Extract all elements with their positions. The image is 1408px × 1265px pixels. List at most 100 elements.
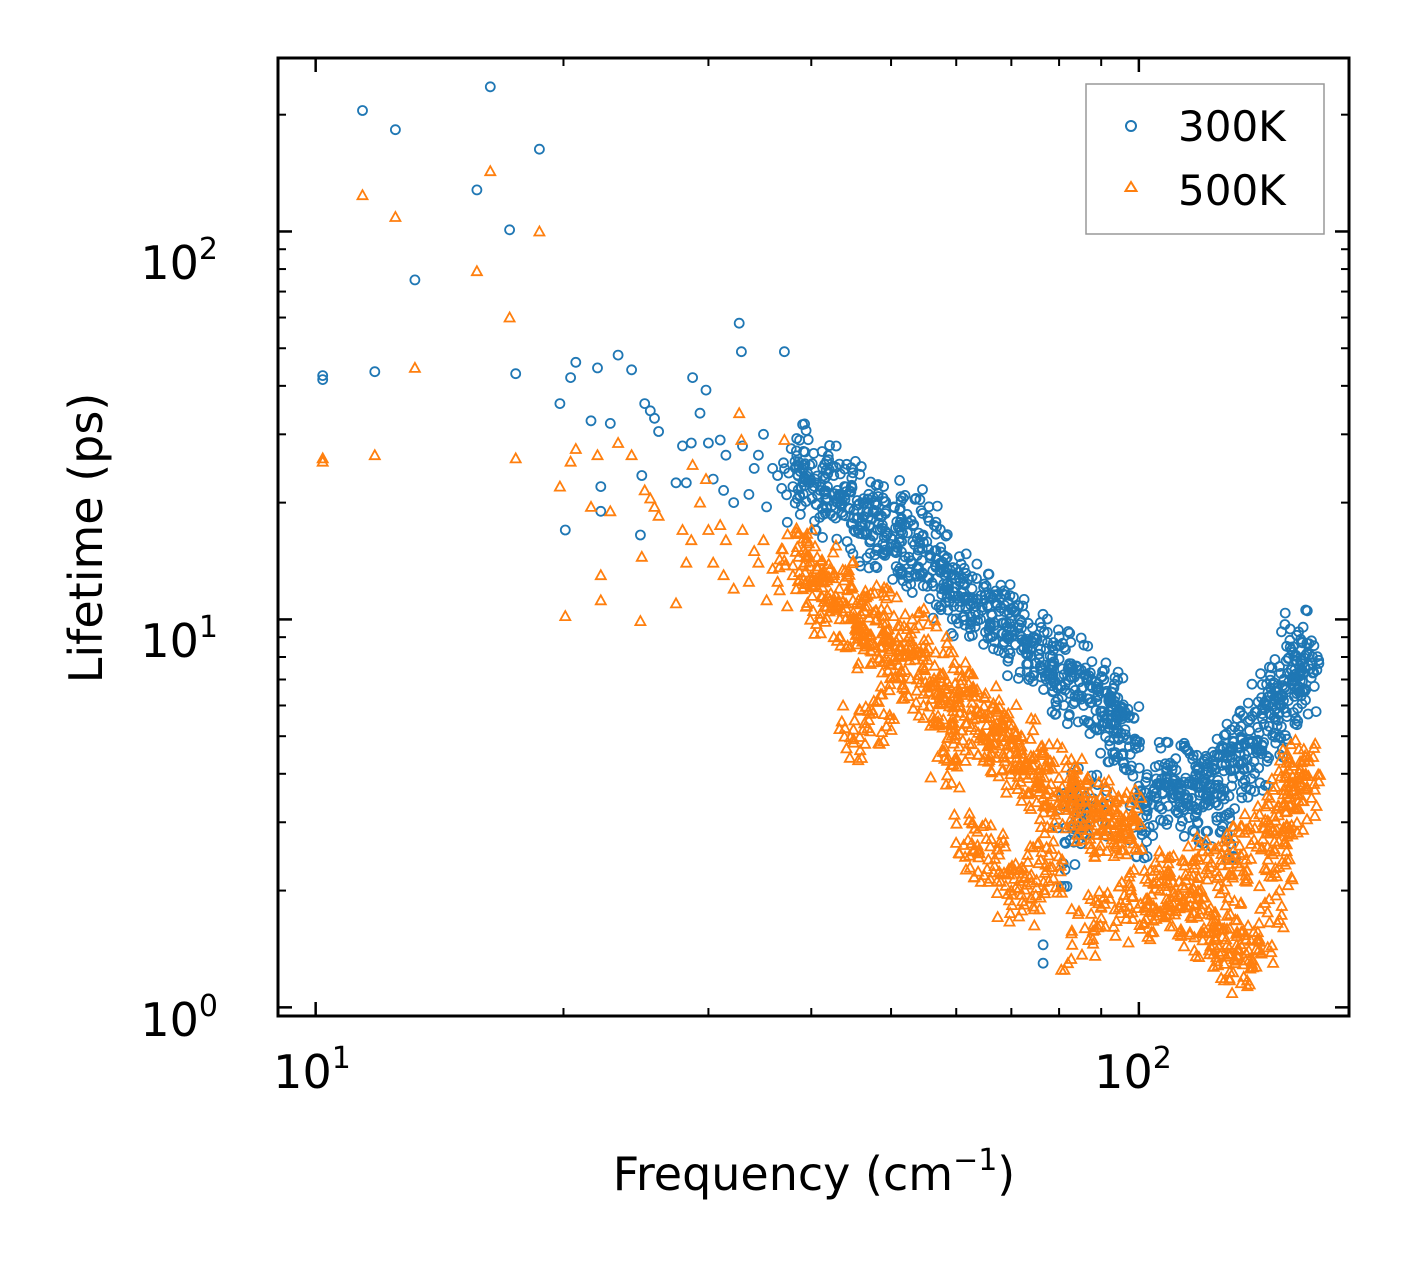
data-point-500k <box>1094 838 1108 851</box>
data-point-500k <box>503 310 517 323</box>
data-point-500k <box>874 641 888 653</box>
data-point-300k <box>969 621 981 633</box>
data-point-500k <box>1056 795 1071 807</box>
data-point-300k <box>817 470 829 482</box>
data-point-500k <box>633 614 647 626</box>
data-point-500k <box>958 655 973 668</box>
data-point-500k <box>1002 861 1016 874</box>
data-point-500k <box>735 523 750 535</box>
data-point-300k <box>799 474 810 486</box>
data-point-500k <box>953 700 967 712</box>
data-point-300k <box>772 470 783 481</box>
legend-label-300k: 300K <box>1178 102 1287 151</box>
data-point-500k <box>1011 782 1025 794</box>
data-point-300k <box>1284 641 1296 653</box>
data-point-300k <box>1018 609 1030 620</box>
data-point-500k <box>1276 920 1291 933</box>
data-point-500k <box>853 703 867 716</box>
data-point-300k <box>1220 728 1232 740</box>
data-point-300k <box>1189 811 1201 822</box>
data-point-500k <box>1134 790 1148 803</box>
data-point-500k <box>1183 868 1197 881</box>
data-point-300k <box>917 484 928 495</box>
data-point-500k <box>891 619 905 632</box>
data-point-500k <box>1100 844 1114 856</box>
data-point-300k <box>1133 701 1145 712</box>
data-point-500k <box>798 565 812 578</box>
data-point-300k <box>976 604 988 616</box>
data-point-300k <box>1124 748 1136 760</box>
data-point-500k <box>1059 821 1073 834</box>
data-point-300k <box>839 494 851 505</box>
data-point-500k <box>838 721 852 733</box>
data-point-500k <box>1163 850 1177 863</box>
data-point-500k <box>1104 816 1118 828</box>
data-point-500k <box>943 679 957 691</box>
data-point-500k <box>1012 909 1026 922</box>
data-point-500k <box>952 739 966 752</box>
data-point-500k <box>851 656 866 669</box>
data-point-300k <box>917 568 928 580</box>
data-point-500k <box>966 816 980 829</box>
data-point-500k <box>1018 871 1032 884</box>
data-point-300k <box>1213 749 1225 761</box>
data-point-500k <box>853 743 867 756</box>
data-point-500k <box>1251 943 1266 956</box>
data-point-500k <box>1266 956 1280 968</box>
data-point-500k <box>938 690 952 702</box>
data-point-500k <box>594 568 608 581</box>
data-point-300k <box>785 443 797 455</box>
data-point-500k <box>957 709 972 721</box>
data-point-300k <box>585 415 597 427</box>
data-point-300k <box>510 368 522 380</box>
data-point-300k <box>1279 619 1291 630</box>
data-point-300k <box>1170 753 1182 765</box>
data-point-300k <box>565 372 576 384</box>
data-point-500k <box>811 575 825 588</box>
data-point-500k <box>1042 848 1056 861</box>
data-point-300k <box>1289 718 1301 729</box>
data-point-500k <box>1292 788 1306 801</box>
data-point-300k <box>317 370 329 382</box>
data-point-300k <box>799 418 810 430</box>
data-point-300k <box>1251 743 1263 755</box>
data-point-500k <box>1076 819 1090 832</box>
data-point-300k <box>1122 703 1134 715</box>
data-point-500k <box>1065 937 1079 950</box>
data-point-300k <box>554 398 566 410</box>
data-point-300k <box>409 274 421 286</box>
data-point-300k <box>1187 779 1199 791</box>
data-point-300k <box>1086 656 1098 667</box>
data-point-500k <box>1015 794 1029 806</box>
data-point-500k <box>957 838 971 850</box>
data-point-500k <box>849 628 863 640</box>
data-point-500k <box>751 555 765 568</box>
data-point-300k <box>964 623 976 634</box>
data-point-300k <box>1186 792 1198 804</box>
data-point-500k <box>895 647 909 660</box>
data-point-500k <box>855 751 869 763</box>
y-tick-exp: 0 <box>199 989 218 1024</box>
data-point-300k <box>1296 698 1308 710</box>
data-point-300k <box>1002 596 1014 607</box>
data-point-500k <box>1248 810 1262 822</box>
data-point-300k <box>1014 666 1026 678</box>
data-point-300k <box>649 412 660 424</box>
data-point-500k <box>1233 838 1247 851</box>
data-point-300k <box>534 143 545 155</box>
data-point-300k <box>935 566 946 578</box>
data-point-300k <box>971 558 983 570</box>
data-point-500k <box>805 589 819 601</box>
data-point-500k <box>1105 785 1119 798</box>
data-point-300k <box>1128 712 1140 724</box>
data-point-500k <box>1125 790 1139 802</box>
data-point-300k <box>824 508 836 520</box>
data-point-300k <box>1242 697 1254 709</box>
data-point-300k <box>817 532 828 543</box>
data-point-500k <box>1086 924 1100 936</box>
data-point-500k <box>1013 759 1027 771</box>
data-point-500k <box>1060 803 1074 815</box>
data-point-500k <box>1033 890 1048 903</box>
data-point-300k <box>1095 747 1106 759</box>
data-point-300k <box>1209 749 1220 761</box>
